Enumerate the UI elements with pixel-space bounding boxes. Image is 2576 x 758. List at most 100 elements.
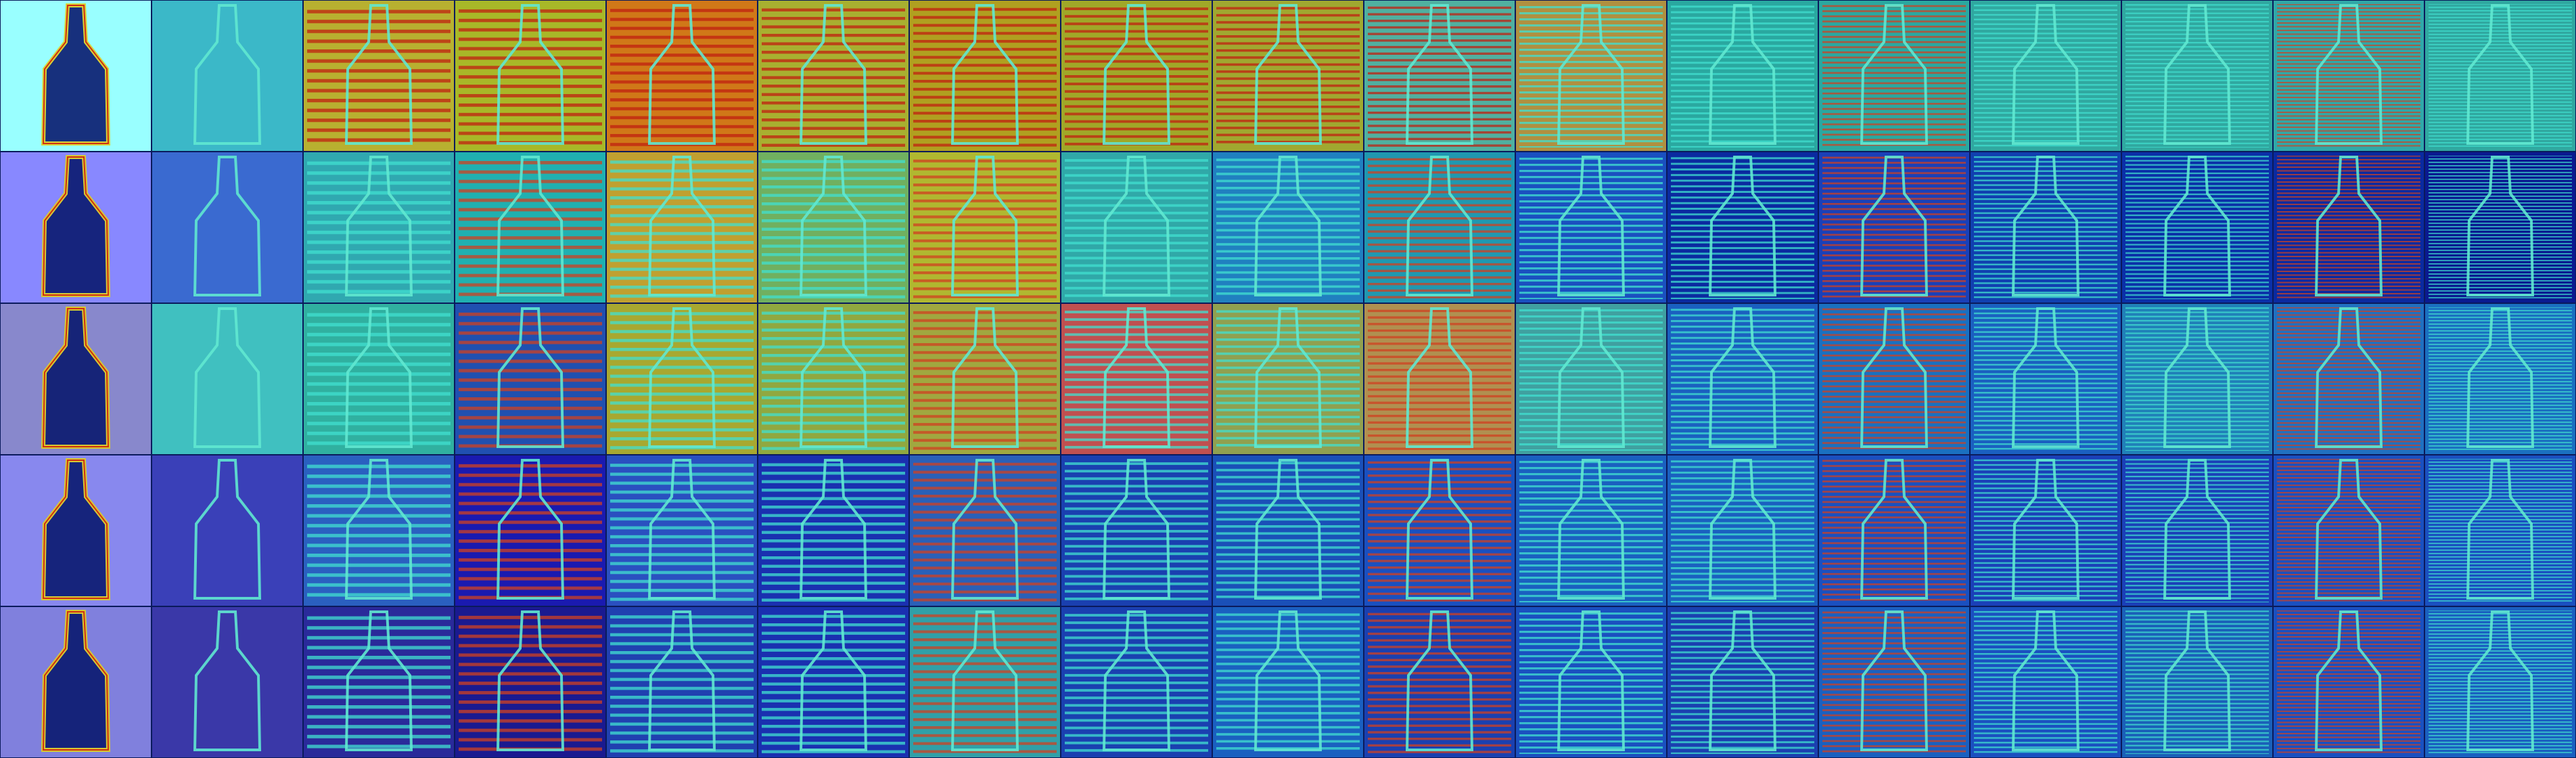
bottle-shape xyxy=(1405,307,1474,448)
feature-map-tile xyxy=(152,1,302,151)
tile-stripes xyxy=(2429,4,2572,148)
feature-map-tile xyxy=(2122,304,2272,454)
tile-stripes xyxy=(1519,4,1663,148)
feature-map-tile xyxy=(1668,1,1818,151)
bottle-shape xyxy=(1708,610,1777,751)
tile-stripes xyxy=(1822,156,1966,299)
bottle-shape xyxy=(496,307,565,448)
feature-map-tile xyxy=(2425,607,2575,757)
tile-stripes xyxy=(1368,4,1511,148)
tile-stripes xyxy=(913,610,1057,754)
feature-map-tile xyxy=(1668,455,1818,606)
feature-map-tile xyxy=(1213,607,1363,757)
bottle-shape xyxy=(950,307,1019,448)
tile-stripes xyxy=(1065,610,1208,754)
tile-stripes xyxy=(459,459,602,602)
tile-stripes xyxy=(1519,459,1663,602)
tile-stripes xyxy=(1822,459,1966,602)
feature-map-tile xyxy=(1516,152,1666,303)
feature-map-tile xyxy=(910,607,1060,757)
bottle-shape xyxy=(2011,156,2080,296)
tile-stripes xyxy=(2277,4,2420,148)
feature-map-tile xyxy=(1364,455,1515,606)
feature-map-tile xyxy=(1364,304,1515,454)
bottle-shape xyxy=(1708,307,1777,448)
tile-stripes xyxy=(1974,4,2117,148)
feature-map-tile xyxy=(2425,455,2575,606)
feature-map-tile xyxy=(1819,607,1969,757)
bottle-shape xyxy=(1102,307,1171,448)
feature-map-tile xyxy=(1819,1,1969,151)
tile-stripes xyxy=(1671,4,1814,148)
bottle-shape xyxy=(344,156,413,296)
bottle-shape xyxy=(950,156,1019,296)
tile-stripes xyxy=(610,156,754,299)
feature-map-tile xyxy=(1364,1,1515,151)
tile-stripes xyxy=(762,4,905,148)
feature-map-tile xyxy=(910,455,1060,606)
feature-map-tile xyxy=(2274,152,2424,303)
feature-map-tile xyxy=(1819,304,1969,454)
bottle-shape xyxy=(2163,4,2232,145)
feature-map-tile xyxy=(2274,607,2424,757)
feature-map-tile xyxy=(304,304,454,454)
bottle-shape xyxy=(1708,156,1777,296)
tile-stripes xyxy=(459,610,602,754)
tile-stripes xyxy=(307,459,451,602)
feature-map-tile xyxy=(455,455,605,606)
bottle-shape xyxy=(1860,156,1929,296)
tile-background xyxy=(152,607,302,757)
bottle-shape xyxy=(799,307,868,448)
bottle-shape xyxy=(193,307,262,448)
bottle-shape xyxy=(2163,307,2232,448)
feature-map-tile xyxy=(455,152,605,303)
tile-stripes xyxy=(1519,156,1663,299)
tile-stripes xyxy=(913,156,1057,299)
tile-stripes xyxy=(610,459,754,602)
feature-map-tile xyxy=(455,607,605,757)
tile-stripes xyxy=(1216,156,1360,299)
feature-map-tile xyxy=(910,1,1060,151)
bottle-shape xyxy=(2314,4,2383,145)
feature-map-tile xyxy=(607,607,757,757)
feature-map-tile xyxy=(1971,455,2121,606)
tile-stripes xyxy=(1368,156,1511,299)
tile-background xyxy=(152,1,302,151)
tile-stripes xyxy=(459,156,602,299)
bottle-shape xyxy=(1557,4,1626,145)
feature-map-tile xyxy=(2274,304,2424,454)
feature-map-tile xyxy=(758,607,908,757)
bottle-shape xyxy=(1557,610,1626,751)
bottle-shape xyxy=(1405,4,1474,145)
tile-background xyxy=(152,152,302,303)
tile-stripes xyxy=(2277,307,2420,451)
tile-stripes xyxy=(1065,459,1208,602)
tile-stripes xyxy=(1671,459,1814,602)
bottle-shape xyxy=(2011,459,2080,600)
bottle-shape xyxy=(344,610,413,751)
feature-map-tile xyxy=(152,152,302,303)
feature-map-tile xyxy=(304,455,454,606)
feature-map-tile xyxy=(1516,1,1666,151)
tile-stripes xyxy=(459,307,602,451)
feature-map-tile xyxy=(1061,455,1212,606)
bottle-shape xyxy=(950,4,1019,145)
tile-stripes xyxy=(2429,610,2572,754)
bottle-shape xyxy=(193,459,262,600)
feature-map-tile xyxy=(758,152,908,303)
bottle-shape xyxy=(2314,307,2383,448)
feature-map-tile xyxy=(152,607,302,757)
tile-stripes xyxy=(2277,610,2420,754)
bottle-shape xyxy=(1708,4,1777,145)
feature-map-tile xyxy=(304,152,454,303)
bottle-edge xyxy=(42,611,110,751)
bottle-shape xyxy=(2011,610,2080,751)
feature-map-tile xyxy=(1516,607,1666,757)
feature-map-tile xyxy=(2122,1,2272,151)
bottle-shape xyxy=(2466,307,2535,448)
bottle-shape xyxy=(2314,156,2383,296)
bottle-shape xyxy=(1860,4,1929,145)
bottle-shape xyxy=(1405,459,1474,600)
